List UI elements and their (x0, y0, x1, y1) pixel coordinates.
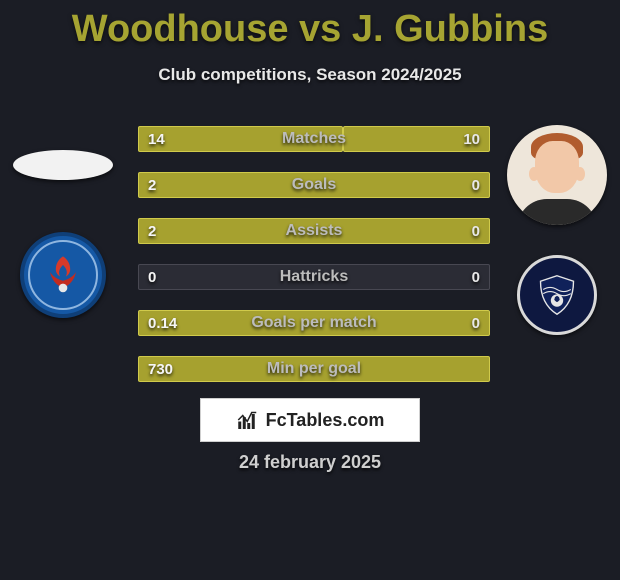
player-right-avatar (507, 125, 607, 225)
stats-panel: Matches1410 Goals20 Assists20 Hattricks00 Go… (138, 126, 490, 402)
fctables-logo-icon (236, 408, 260, 432)
club-right-badge (517, 255, 597, 335)
stat-row: Matches1410 (138, 126, 490, 152)
shield-ball-icon (535, 273, 579, 317)
right-column (502, 120, 612, 360)
page-title: Woodhouse vs J. Gubbins (0, 0, 620, 51)
club-left-slot (8, 230, 118, 320)
club-right-slot (502, 240, 612, 350)
source-badge[interactable]: FcTables.com (200, 398, 420, 442)
stat-bar-left (138, 126, 343, 152)
stat-row: Goals20 (138, 172, 490, 198)
left-column (8, 120, 118, 340)
stat-bar-left (138, 356, 490, 382)
stat-bar-left (138, 310, 490, 336)
stat-bar-right (343, 126, 490, 152)
page-subtitle: Club competitions, Season 2024/2025 (0, 65, 620, 85)
stat-bar-left (138, 218, 490, 244)
player-right-slot (502, 120, 612, 230)
player-left-slot (8, 120, 118, 210)
stat-bar-left (138, 172, 490, 198)
stat-row: Min per goal730 (138, 356, 490, 382)
stat-row: Assists20 (138, 218, 490, 244)
stat-row: Hattricks00 (138, 264, 490, 290)
source-badge-text: FcTables.com (266, 410, 385, 431)
stat-row: Goals per match0.140 (138, 310, 490, 336)
footer-date: 24 february 2025 (0, 452, 620, 473)
club-left-badge (20, 232, 106, 318)
player-left-avatar-placeholder (13, 150, 113, 180)
stat-bar-track (138, 264, 490, 290)
